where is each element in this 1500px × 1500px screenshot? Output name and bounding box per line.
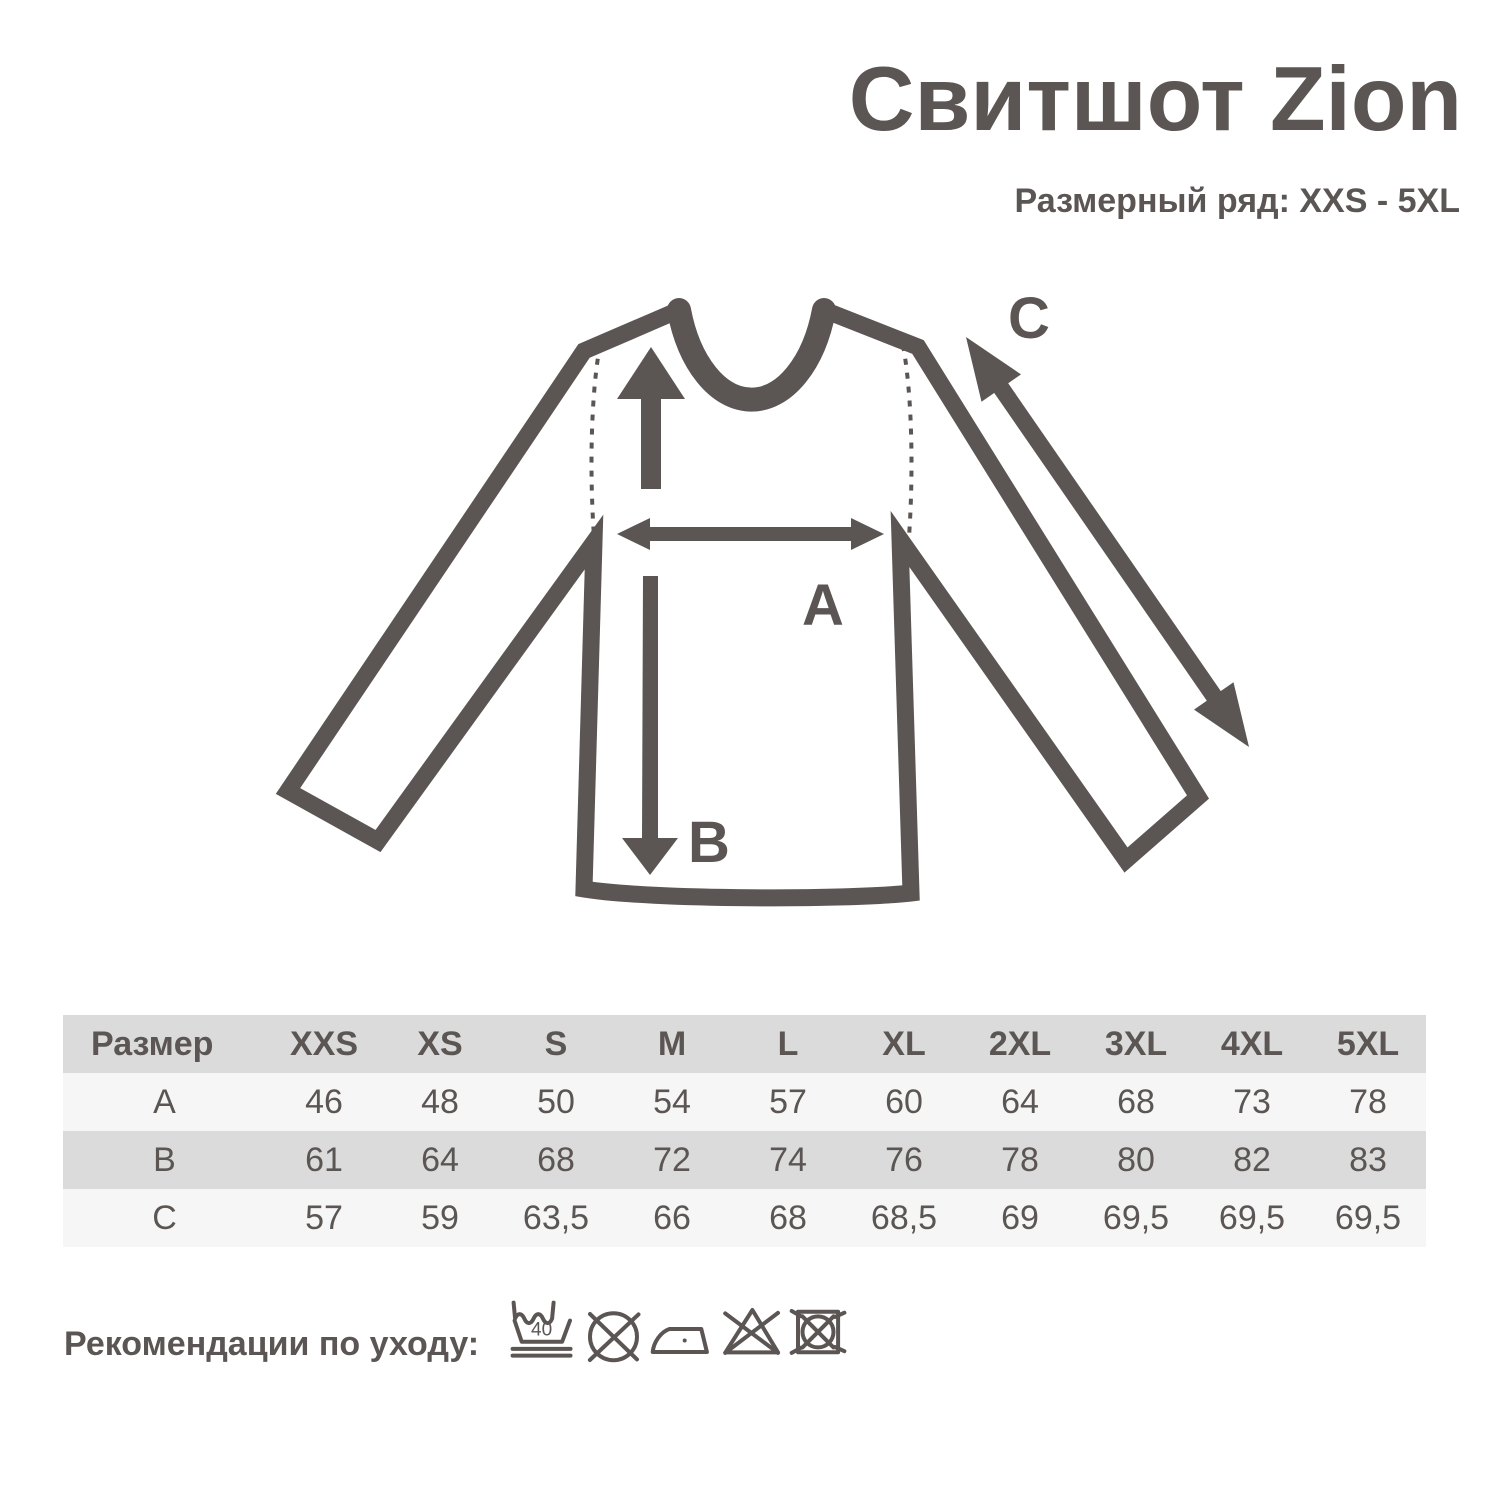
svg-text:40: 40	[531, 1320, 552, 1341]
